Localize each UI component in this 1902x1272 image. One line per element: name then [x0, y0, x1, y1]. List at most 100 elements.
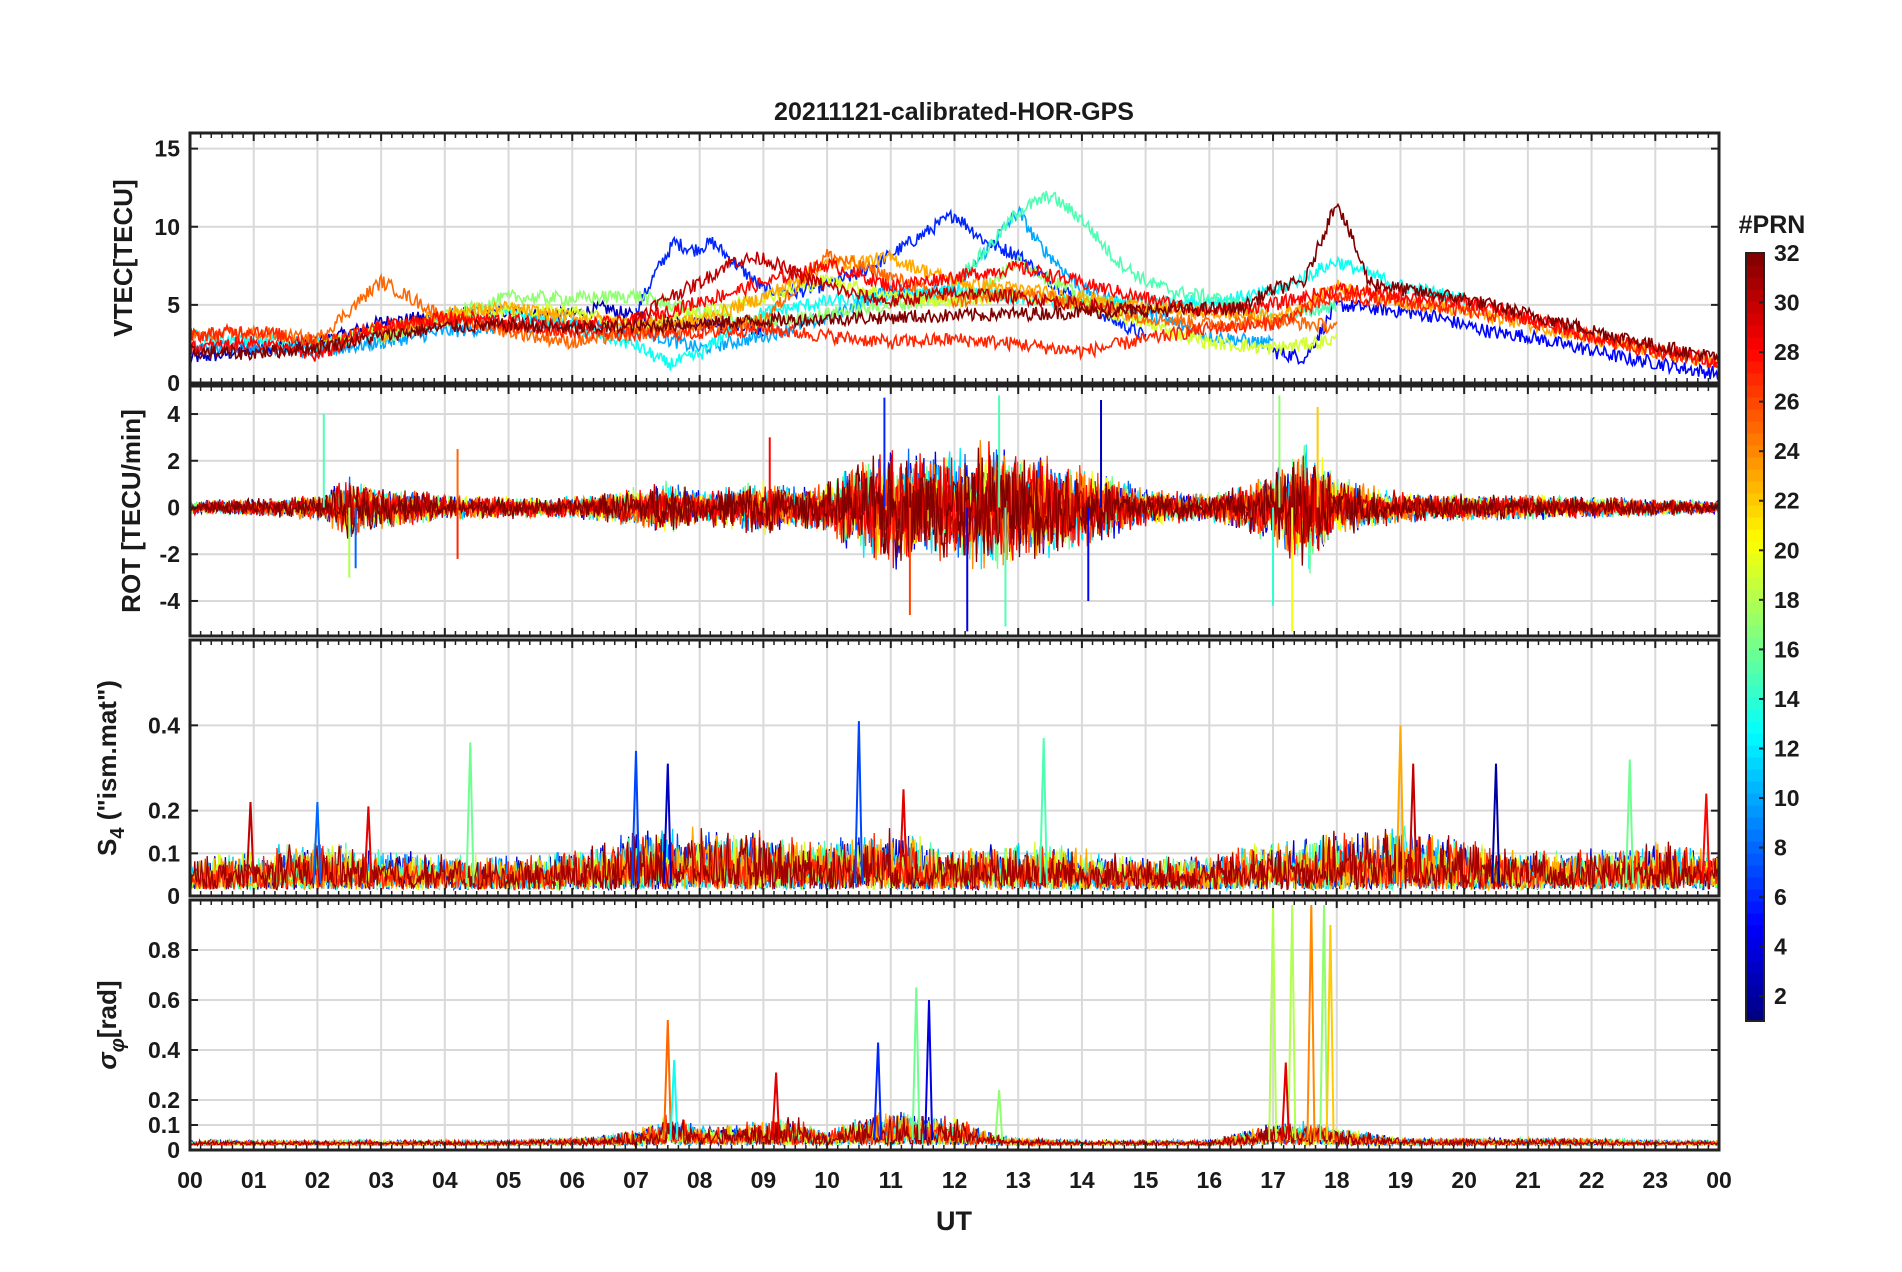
x-tick-labels: 00 01 02 03 04 05 06 07 08 09 10 11 12 13 14 15 16 17 18 19… [177, 1167, 1732, 1193]
spike-prn-7 [854, 721, 864, 884]
xtick-label: 13 [1005, 1167, 1031, 1193]
colorbar-band [1746, 649, 1764, 662]
xtick-label: 20 [1451, 1167, 1477, 1193]
colorbar-band [1746, 661, 1764, 674]
ticks-vtec: 0 5 10 15 [154, 133, 1720, 396]
grid-vtec [189, 133, 1720, 384]
colorbar-band [1746, 253, 1764, 266]
spike-prn-17 [994, 1089, 1004, 1141]
colorbar-band [1746, 385, 1764, 398]
ylabel-s4-rest: ("ism.mat") [92, 680, 122, 827]
ytick-label: -4 [160, 588, 181, 614]
ytick-label: 4 [167, 401, 180, 427]
ylabel-vtec: VTEC[TECU] [108, 179, 138, 336]
ticks-rot: -4 -2 0 2 4 [160, 386, 1720, 636]
ytick-label: 0.8 [148, 937, 180, 963]
colorbar-tick-label: 20 [1774, 537, 1800, 563]
colorbar-band [1746, 445, 1764, 458]
colorbar-band [1746, 541, 1764, 554]
spike-prn-7 [631, 750, 641, 884]
xtick-label: 01 [241, 1167, 267, 1193]
xtick-label: 15 [1133, 1167, 1159, 1193]
colorbar-band [1746, 949, 1764, 962]
ytick-label: 0.1 [148, 1112, 180, 1138]
colorbar-band [1746, 553, 1764, 566]
series-line-prn-32 [190, 202, 1719, 362]
colorbar-band [1746, 589, 1764, 602]
spike-prn-16 [911, 987, 921, 1141]
xtick-label: 02 [305, 1167, 331, 1193]
colorbar-band [1746, 349, 1764, 362]
colorbar-band [1746, 913, 1764, 926]
colorbar-band [1746, 265, 1764, 278]
xtick-label: 03 [368, 1167, 394, 1193]
spike-prn-30 [1408, 763, 1418, 884]
spike-prn-23 [1395, 725, 1405, 884]
grid-sigma_phi [189, 900, 1720, 1151]
x-axis-label: UT [936, 1206, 972, 1236]
spike-prn-13 [669, 1059, 679, 1141]
xtick-label: 17 [1260, 1167, 1286, 1193]
colorbar-band [1746, 673, 1764, 686]
colorbar-band [1746, 1009, 1764, 1022]
colorbar-band [1746, 337, 1764, 350]
series-line-prn-31 [190, 828, 1719, 892]
colorbar-band [1746, 397, 1764, 410]
colorbar-band [1746, 697, 1764, 710]
colorbar-band [1746, 961, 1764, 974]
colorbar-band [1746, 289, 1764, 302]
colorbar-band [1746, 841, 1764, 854]
panel-s4: 0 0.1 0.2 0.4 S4 ("ism.mat") [92, 638, 1721, 909]
ytick-label: 2 [167, 448, 180, 474]
series-line-prn-28 [190, 257, 1719, 369]
spike-prn-29 [771, 1072, 781, 1141]
colorbar-band [1746, 805, 1764, 818]
colorbar-band [1746, 721, 1764, 734]
series-line-prn-27 [190, 288, 1719, 370]
colorbar-band [1746, 793, 1764, 806]
colorbar-tick-label: 26 [1774, 389, 1800, 415]
colorbar-band [1746, 457, 1764, 470]
spike-prn-6 [873, 1042, 883, 1141]
colorbar-band [1746, 817, 1764, 830]
spike-prn-16 [1625, 759, 1634, 884]
colorbar-band [1746, 685, 1764, 698]
colorbar-band [1746, 901, 1764, 914]
ylabel-sigma-rest: [rad] [92, 980, 122, 1038]
xtick-label: 11 [879, 1167, 904, 1193]
colorbar-tick-label: 12 [1774, 735, 1800, 761]
colorbar-band [1746, 877, 1764, 890]
colorbar-band [1746, 373, 1764, 386]
colorbar-band [1746, 577, 1764, 590]
spike-prn-25 [663, 1019, 672, 1141]
spike-prn-29 [898, 789, 908, 884]
spike-prn-29 [363, 806, 373, 884]
spike-prn-8 [312, 802, 322, 884]
series-line-prn-30 [635, 251, 1147, 320]
xtick-label: 00 [177, 1167, 203, 1193]
colorbar-tick-label: 14 [1774, 686, 1800, 712]
colorbar-band [1746, 529, 1764, 542]
colorbar-title: #PRN [1739, 211, 1806, 239]
ylabel-s4-main: S [92, 839, 122, 856]
colorbar-band [1746, 625, 1764, 638]
colorbar-band [1746, 769, 1764, 782]
xtick-label: 21 [1515, 1167, 1541, 1193]
colorbar-tick-label: 24 [1774, 438, 1800, 464]
colorbar-band [1746, 313, 1764, 326]
colorbar-band [1746, 925, 1764, 938]
ytick-label: 0.1 [148, 840, 180, 866]
spike-prn-30 [245, 802, 255, 884]
colorbar-band [1746, 361, 1764, 374]
xtick-label: 14 [1069, 1167, 1095, 1193]
spike-prn-22 [1325, 924, 1335, 1141]
series-line-prn-25 [190, 248, 1338, 351]
panel-rot: -4 -2 0 2 4 ROT [TECU/min] [116, 384, 1721, 638]
colorbar-band [1746, 277, 1764, 290]
ytick-label: 5 [167, 292, 180, 318]
colorbar-tick-label: 22 [1774, 488, 1800, 514]
colorbar-band [1746, 469, 1764, 482]
series-line-prn-5 [1272, 297, 1719, 380]
colorbar-band [1746, 613, 1764, 626]
